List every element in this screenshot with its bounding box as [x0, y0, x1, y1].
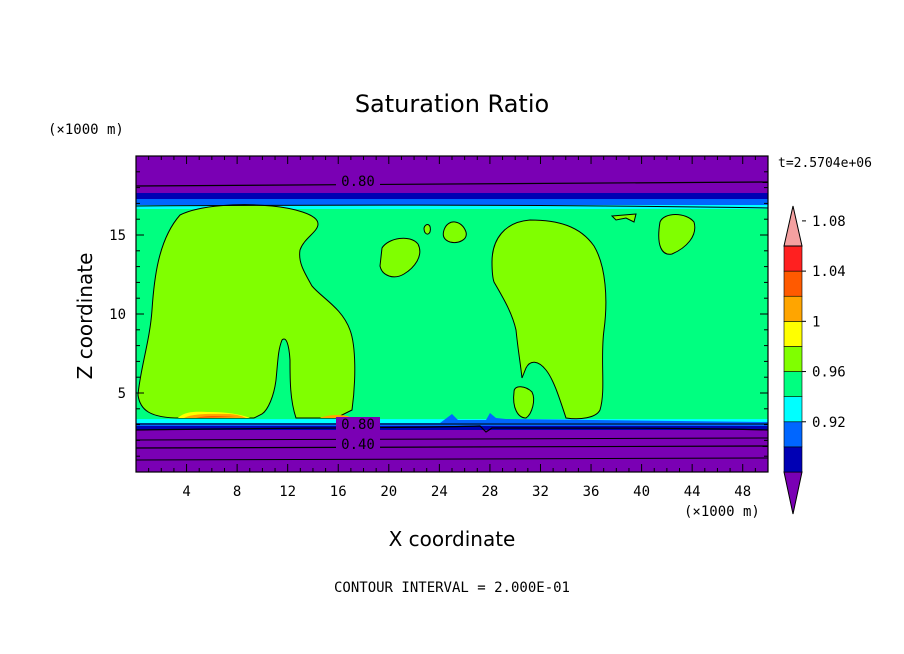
x-tick-label: 40	[633, 484, 650, 500]
chart-title: Saturation Ratio	[355, 90, 549, 118]
cloud-mid-a	[379, 237, 421, 278]
x-tick-label: 16	[330, 484, 347, 500]
y-unit-label: (×1000 m)	[48, 122, 124, 138]
contour-label-bg-3	[336, 437, 380, 452]
colorbar-box	[783, 446, 803, 473]
x-axis: 4 8 12 16 20 24 28 32 36 40 44 48	[148, 156, 756, 500]
colorbar-box	[783, 346, 803, 372]
colorbar-box	[783, 270, 803, 297]
contour-label: 0.80	[341, 174, 375, 190]
cloud-mid-b	[423, 224, 431, 235]
colorbar-tick-label: 1	[812, 314, 820, 330]
contour-label: 0.80	[341, 417, 375, 433]
upper-band-blue	[136, 199, 768, 209]
cloud-mid-c	[442, 221, 467, 243]
x-tick-label: 4	[182, 484, 190, 500]
colorbar-box	[783, 371, 803, 397]
colorbar-box	[783, 245, 803, 272]
time-label: t=2.5704e+06	[778, 156, 872, 171]
x-tick-label: 48	[734, 484, 751, 500]
contour-label-bg-1	[336, 174, 380, 189]
colorbar-box	[783, 321, 803, 347]
x-tick-label: 28	[481, 484, 498, 500]
y-tick-label: 10	[109, 307, 126, 323]
x-tick-label: 36	[583, 484, 600, 500]
contour-line-upper-2	[136, 204, 768, 209]
x-unit-label: (×1000 m)	[684, 504, 760, 520]
colorbar-box	[783, 421, 803, 448]
y-axis-title: Z coordinate	[73, 253, 97, 380]
cloud-left	[137, 204, 356, 419]
x-tick-label: 32	[532, 484, 549, 500]
colorbar-box	[783, 295, 803, 322]
cloud-sliver	[610, 213, 637, 223]
contour-label: 0.40	[341, 437, 375, 453]
contour-line-lower-2	[136, 425, 768, 433]
y-axis: 5 10 15	[109, 171, 768, 457]
x-tick-label: 8	[233, 484, 241, 500]
cloud-far-right	[658, 214, 696, 255]
colorbar-tick-label: 0.92	[812, 415, 846, 431]
colorbar-tick-label: 0.96	[812, 365, 846, 381]
x-tick-label: 20	[380, 484, 397, 500]
colorbar-box	[783, 396, 803, 423]
upper-band-cyan	[136, 205, 768, 210]
x-axis-title: X coordinate	[389, 527, 516, 551]
y-tick-label: 15	[109, 228, 126, 244]
y-tick-label: 5	[118, 386, 126, 402]
x-tick-label: 44	[684, 484, 701, 500]
colorbar-max-triangle	[783, 205, 803, 247]
hotspot-red	[196, 416, 236, 418]
colorbar: 0.92 0.96 1 1.04 1.08	[783, 205, 846, 515]
colorbar-tick-label: 1.08	[812, 214, 846, 230]
contour-field: 0.80 0.80 0.40	[136, 156, 768, 472]
colorbar-min-triangle	[783, 471, 803, 515]
lower-band-dark	[136, 426, 768, 430]
x-tick-label: 24	[431, 484, 448, 500]
cloud-right-small	[513, 386, 535, 419]
cloud-right	[491, 219, 607, 420]
contour-interval-text: CONTOUR INTERVAL = 2.000E-01	[334, 580, 570, 596]
contour-label-bg-2	[336, 417, 380, 432]
x-tick-label: 12	[279, 484, 296, 500]
contour-line-upper	[136, 181, 768, 187]
colorbar-tick-label: 1.04	[812, 264, 846, 280]
